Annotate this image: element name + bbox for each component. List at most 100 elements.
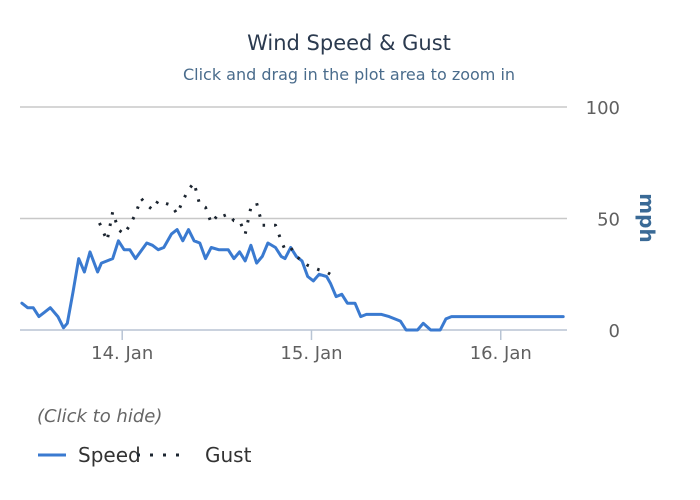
data-point-speed[interactable] — [48, 305, 53, 310]
data-point-speed[interactable] — [387, 314, 392, 319]
data-point-speed[interactable] — [443, 316, 448, 321]
data-point-speed[interactable] — [523, 314, 528, 319]
plot-area[interactable] — [19, 180, 565, 332]
data-point-speed[interactable] — [61, 325, 66, 330]
data-point-gust[interactable] — [133, 212, 138, 217]
data-point-gust[interactable] — [248, 205, 253, 210]
data-point-speed[interactable] — [237, 249, 242, 254]
data-point-speed[interactable] — [328, 281, 333, 286]
data-point-speed[interactable] — [494, 314, 499, 319]
data-point-gust[interactable] — [105, 238, 110, 243]
data-point-speed[interactable] — [512, 314, 517, 319]
data-point-speed[interactable] — [358, 314, 363, 319]
data-point-speed[interactable] — [317, 272, 322, 277]
data-point-speed[interactable] — [248, 243, 253, 248]
data-point-gust[interactable] — [265, 223, 270, 228]
data-point-speed[interactable] — [203, 256, 208, 261]
data-point-speed[interactable] — [345, 301, 350, 306]
data-point-speed[interactable] — [305, 274, 310, 279]
data-point-speed[interactable] — [231, 256, 236, 261]
data-point-speed[interactable] — [273, 245, 278, 250]
series-speed[interactable] — [19, 227, 565, 332]
data-point-gust[interactable] — [282, 247, 287, 252]
data-point-gust[interactable] — [305, 263, 310, 268]
data-point-gust[interactable] — [122, 232, 127, 237]
data-point-speed[interactable] — [353, 301, 358, 306]
data-point-speed[interactable] — [243, 258, 248, 263]
data-point-speed[interactable] — [334, 294, 339, 299]
data-point-speed[interactable] — [55, 314, 60, 319]
data-point-gust[interactable] — [156, 198, 161, 203]
data-point-speed[interactable] — [133, 256, 138, 261]
data-point-gust[interactable] — [273, 223, 278, 228]
data-point-speed[interactable] — [282, 256, 287, 261]
data-point-gust[interactable] — [254, 200, 259, 205]
data-point-speed[interactable] — [260, 254, 265, 259]
data-point-gust[interactable] — [288, 245, 293, 250]
data-point-gust[interactable] — [300, 258, 305, 263]
data-point-gust[interactable] — [279, 238, 284, 243]
data-point-speed[interactable] — [175, 227, 180, 232]
data-point-gust[interactable] — [203, 205, 208, 210]
data-point-speed[interactable] — [398, 319, 403, 324]
data-point-speed[interactable] — [192, 238, 197, 243]
data-point-speed[interactable] — [31, 305, 36, 310]
data-point-speed[interactable] — [186, 227, 191, 232]
data-point-speed[interactable] — [432, 328, 437, 333]
data-point-gust[interactable] — [150, 207, 155, 212]
data-point-gust[interactable] — [220, 214, 225, 219]
data-point-speed[interactable] — [25, 305, 30, 310]
data-point-speed[interactable] — [105, 258, 110, 263]
data-point-speed[interactable] — [65, 321, 70, 326]
data-point-gust[interactable] — [294, 254, 299, 259]
data-point-speed[interactable] — [551, 314, 556, 319]
data-point-speed[interactable] — [438, 328, 443, 333]
data-point-speed[interactable] — [161, 245, 166, 250]
data-point-speed[interactable] — [95, 270, 100, 275]
data-point-speed[interactable] — [209, 245, 214, 250]
data-point-gust[interactable] — [192, 180, 197, 185]
data-point-speed[interactable] — [169, 232, 174, 237]
data-point-speed[interactable] — [254, 261, 259, 266]
data-point-gust[interactable] — [175, 212, 180, 217]
data-point-speed[interactable] — [99, 261, 104, 266]
data-point-speed[interactable] — [197, 241, 202, 246]
data-point-speed[interactable] — [517, 314, 522, 319]
data-point-speed[interactable] — [116, 238, 121, 243]
data-point-speed[interactable] — [485, 314, 490, 319]
data-point-speed[interactable] — [311, 278, 316, 283]
data-point-gust[interactable] — [317, 267, 322, 272]
data-point-speed[interactable] — [220, 247, 225, 252]
data-point-speed[interactable] — [150, 243, 155, 248]
data-point-gust[interactable] — [116, 227, 121, 232]
data-point-speed[interactable] — [449, 314, 454, 319]
data-point-speed[interactable] — [339, 292, 344, 297]
data-point-gust[interactable] — [139, 196, 144, 201]
data-point-gust[interactable] — [180, 198, 185, 203]
data-point-gust[interactable] — [334, 272, 339, 277]
data-point-gust[interactable] — [110, 209, 115, 214]
data-point-speed[interactable] — [76, 256, 81, 261]
legend-item-gust[interactable]: Gust — [137, 443, 252, 467]
data-point-gust[interactable] — [209, 220, 214, 225]
data-point-speed[interactable] — [144, 241, 149, 246]
data-point-speed[interactable] — [421, 321, 426, 326]
data-point-speed[interactable] — [472, 314, 477, 319]
data-point-speed[interactable] — [460, 314, 465, 319]
data-point-speed[interactable] — [226, 247, 231, 252]
data-point-speed[interactable] — [409, 328, 414, 333]
data-point-speed[interactable] — [529, 314, 534, 319]
data-point-speed[interactable] — [546, 314, 551, 319]
data-point-speed[interactable] — [370, 312, 375, 317]
data-point-gust[interactable] — [127, 223, 132, 228]
data-point-gust[interactable] — [311, 265, 316, 270]
data-point-gust[interactable] — [243, 232, 248, 237]
data-point-speed[interactable] — [364, 312, 369, 317]
data-point-gust[interactable] — [97, 220, 102, 225]
data-point-speed[interactable] — [82, 270, 87, 275]
data-point-gust[interactable] — [197, 203, 202, 208]
data-point-speed[interactable] — [379, 312, 384, 317]
data-point-speed[interactable] — [180, 238, 185, 243]
data-point-speed[interactable] — [265, 241, 270, 246]
